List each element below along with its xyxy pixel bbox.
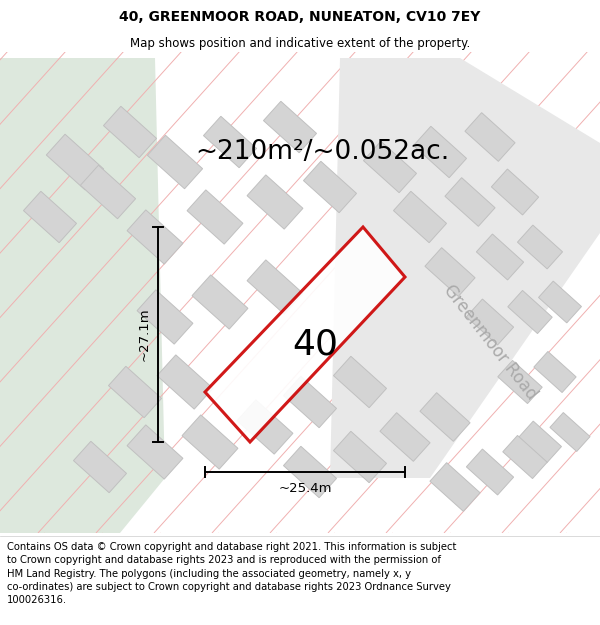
Polygon shape [430,462,480,511]
Text: ~27.1m: ~27.1m [137,308,151,361]
Polygon shape [109,366,161,418]
Polygon shape [205,227,405,442]
Text: ~210m²/~0.052ac.: ~210m²/~0.052ac. [195,139,449,165]
Polygon shape [413,126,467,178]
Text: Contains OS data © Crown copyright and database right 2021. This information is : Contains OS data © Crown copyright and d… [7,542,457,605]
Polygon shape [445,177,495,226]
Polygon shape [247,260,303,314]
Polygon shape [103,106,157,158]
Polygon shape [364,141,416,192]
Polygon shape [192,275,248,329]
Polygon shape [80,165,136,219]
Polygon shape [491,169,539,215]
Polygon shape [465,112,515,161]
Polygon shape [466,299,514,345]
Polygon shape [23,191,77,242]
Polygon shape [73,441,127,493]
Polygon shape [247,175,303,229]
Polygon shape [334,356,386,408]
Polygon shape [187,190,243,244]
Polygon shape [534,351,576,392]
Polygon shape [380,412,430,461]
Text: Map shows position and indicative extent of the property.: Map shows position and indicative extent… [130,38,470,51]
Polygon shape [127,425,183,479]
Polygon shape [508,291,552,334]
Polygon shape [518,421,562,463]
Text: Greenmoor Road: Greenmoor Road [440,281,541,403]
Polygon shape [498,361,542,404]
Polygon shape [539,281,581,323]
Polygon shape [283,376,337,428]
Polygon shape [263,101,317,152]
Polygon shape [503,436,547,479]
Polygon shape [550,412,590,451]
Polygon shape [420,392,470,441]
Text: 40, GREENMOOR ROAD, NUNEATON, CV10 7EY: 40, GREENMOOR ROAD, NUNEATON, CV10 7EY [119,11,481,24]
Text: 40: 40 [293,328,339,361]
Polygon shape [148,135,203,189]
Polygon shape [466,449,514,495]
Polygon shape [46,134,104,190]
Polygon shape [330,58,600,478]
Polygon shape [203,116,257,168]
Polygon shape [127,210,183,264]
Polygon shape [517,225,563,269]
Polygon shape [157,355,213,409]
Polygon shape [0,58,165,533]
Polygon shape [137,290,193,344]
Polygon shape [182,415,238,469]
Polygon shape [334,431,386,482]
Polygon shape [237,400,293,454]
Polygon shape [283,446,337,498]
Polygon shape [304,161,356,212]
Polygon shape [476,234,524,280]
Text: ~25.4m: ~25.4m [278,481,332,494]
Polygon shape [394,191,446,242]
Polygon shape [425,248,475,296]
